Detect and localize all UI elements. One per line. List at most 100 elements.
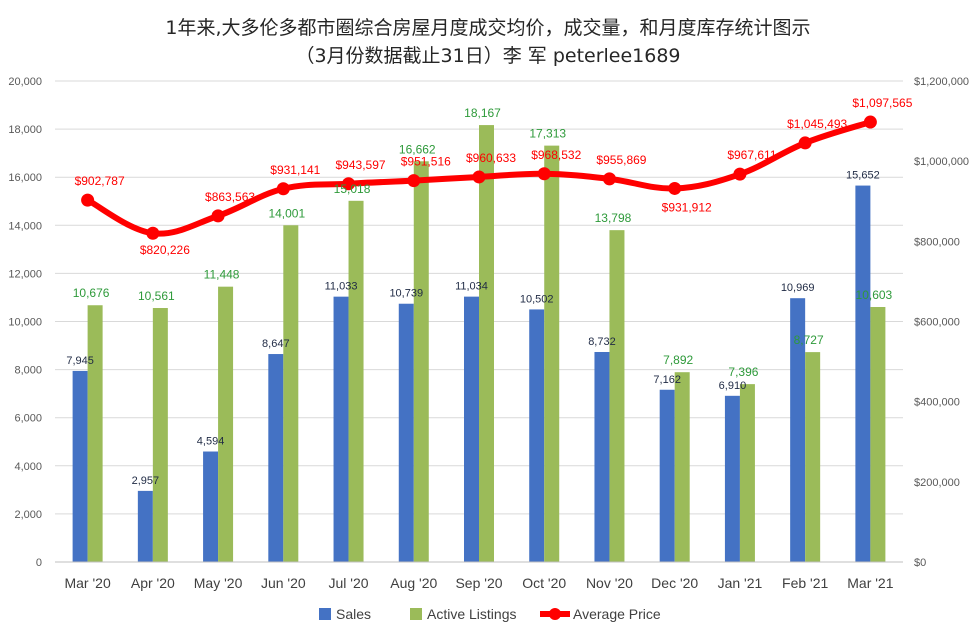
price-point bbox=[276, 182, 290, 196]
data-label-sales: 8,647 bbox=[262, 338, 290, 350]
y-right-tick-label: $1,200,000 bbox=[914, 76, 969, 88]
x-tick-label: Jan '21 bbox=[718, 575, 763, 591]
data-label-average-price: $863,563 bbox=[205, 190, 255, 204]
bar-sales bbox=[268, 354, 284, 562]
price-point bbox=[472, 170, 486, 184]
y-axis-right: $0 $200,000 $400,000 $600,000 $800,000 $1,000… bbox=[914, 76, 969, 569]
y-left-tick-label: 2,000 bbox=[14, 509, 42, 521]
data-label-average-price: $1,097,565 bbox=[852, 96, 912, 110]
data-label-average-price: $931,912 bbox=[662, 200, 712, 214]
data-label-active-listings: 15,018 bbox=[334, 182, 371, 196]
legend: Sales Active Listings Average Price bbox=[319, 606, 661, 622]
data-label-sales: 6,910 bbox=[719, 380, 747, 392]
data-label-active-listings: 13,798 bbox=[595, 211, 632, 225]
bar-active-listings bbox=[152, 308, 168, 562]
legend-label-sales: Sales bbox=[336, 606, 371, 622]
bar-active-listings bbox=[87, 305, 103, 562]
x-tick-label: Jul '20 bbox=[329, 575, 369, 591]
bar-active-listings bbox=[870, 306, 886, 562]
bar-active-listings bbox=[218, 286, 234, 562]
bar-sales bbox=[137, 490, 153, 562]
data-label-active-listings: 16,662 bbox=[399, 142, 436, 156]
data-label-sales: 7,162 bbox=[653, 374, 681, 386]
bar-sales bbox=[333, 296, 349, 562]
price-point bbox=[146, 226, 160, 240]
bar-sales bbox=[659, 389, 675, 562]
y-left-tick-label: 8,000 bbox=[14, 365, 42, 377]
bar-sales bbox=[790, 298, 806, 562]
data-label-active-listings: 10,561 bbox=[138, 289, 175, 303]
bar-sales bbox=[398, 303, 414, 562]
data-label-average-price: $951,516 bbox=[401, 155, 451, 169]
price-point bbox=[602, 172, 616, 186]
y-left-tick-label: 18,000 bbox=[8, 124, 42, 136]
bar-active-listings bbox=[479, 125, 494, 562]
data-label-active-listings: 14,001 bbox=[268, 206, 305, 220]
price-point bbox=[798, 136, 812, 150]
bar-active-listings bbox=[609, 230, 625, 563]
y-left-tick-label: 20,000 bbox=[8, 76, 42, 88]
data-label-active-listings: 17,313 bbox=[529, 127, 566, 141]
data-label-sales: 11,034 bbox=[455, 281, 488, 293]
data-label-average-price: $1,045,493 bbox=[787, 117, 847, 131]
data-label-average-price: $968,532 bbox=[531, 148, 581, 162]
data-label-active-listings: 11,448 bbox=[204, 268, 240, 282]
y-left-tick-label: 4,000 bbox=[14, 461, 42, 473]
x-tick-label: Apr '20 bbox=[131, 575, 175, 591]
bar-sales bbox=[855, 185, 871, 562]
bar-sales bbox=[724, 395, 740, 562]
data-label-average-price: $943,597 bbox=[336, 158, 386, 172]
data-label-average-price: $931,141 bbox=[270, 163, 320, 177]
data-label-sales: 10,969 bbox=[781, 282, 815, 294]
y-left-tick-label: 12,000 bbox=[8, 268, 42, 280]
y-left-tick-label: 10,000 bbox=[8, 317, 42, 329]
bar-sales bbox=[203, 451, 219, 562]
legend-label-average-price: Average Price bbox=[573, 606, 661, 622]
bar-sales bbox=[464, 296, 479, 562]
legend-label-active-listings: Active Listings bbox=[427, 606, 516, 622]
data-label-average-price: $820,226 bbox=[140, 243, 190, 257]
chart-title: 1年来,大多伦多都市圈综合房屋月度成交均价，成交量，和月度库存统计图示 （3月份数… bbox=[165, 17, 810, 67]
x-tick-label: Aug '20 bbox=[390, 575, 437, 591]
data-label-sales: 11,033 bbox=[325, 281, 358, 293]
x-tick-label: Dec '20 bbox=[651, 575, 698, 591]
x-tick-label: Feb '21 bbox=[782, 575, 828, 591]
price-point bbox=[537, 167, 551, 181]
data-label-sales: 15,652 bbox=[846, 170, 880, 182]
bar-sales bbox=[529, 309, 545, 562]
x-tick-label: Nov '20 bbox=[586, 575, 633, 591]
x-tick-label: Jun '20 bbox=[261, 575, 306, 591]
x-tick-label: Sep '20 bbox=[455, 575, 502, 591]
data-label-active-listings: 8,727 bbox=[794, 333, 824, 347]
data-label-sales: 2,957 bbox=[132, 475, 160, 487]
bar-sales bbox=[72, 370, 88, 562]
data-label-active-listings: 10,603 bbox=[856, 288, 893, 302]
bar-active-listings bbox=[805, 352, 821, 562]
price-point bbox=[211, 209, 225, 223]
data-label-average-price: $955,869 bbox=[596, 153, 646, 167]
price-point bbox=[668, 181, 682, 195]
bars bbox=[72, 125, 886, 563]
data-label-active-listings: 7,892 bbox=[663, 353, 693, 367]
legend-marker-average-price bbox=[549, 608, 561, 620]
price-point bbox=[733, 167, 747, 181]
price-point bbox=[81, 193, 95, 207]
data-label-sales: 4,594 bbox=[197, 436, 225, 448]
x-tick-label: Mar '21 bbox=[847, 575, 893, 591]
y-left-tick-label: 0 bbox=[36, 557, 42, 569]
data-label-sales: 10,502 bbox=[520, 293, 554, 305]
x-tick-label: May '20 bbox=[194, 575, 243, 591]
data-label-active-listings: 18,167 bbox=[464, 106, 501, 120]
y-left-tick-label: 16,000 bbox=[8, 172, 42, 184]
chart-title-line: （3月份数据截止31日）李 军 peterlee1689 bbox=[295, 45, 680, 67]
bar-sales bbox=[594, 351, 610, 562]
bar-active-listings bbox=[674, 372, 690, 562]
price-point bbox=[342, 177, 356, 191]
data-label-average-price: $960,633 bbox=[466, 151, 516, 165]
data-label-sales: 7,945 bbox=[66, 355, 94, 367]
data-label-sales: 10,739 bbox=[389, 288, 423, 300]
y-right-tick-label: $800,000 bbox=[914, 236, 960, 248]
legend-swatch-sales bbox=[319, 608, 331, 620]
data-label-average-price: $902,787 bbox=[75, 174, 125, 188]
